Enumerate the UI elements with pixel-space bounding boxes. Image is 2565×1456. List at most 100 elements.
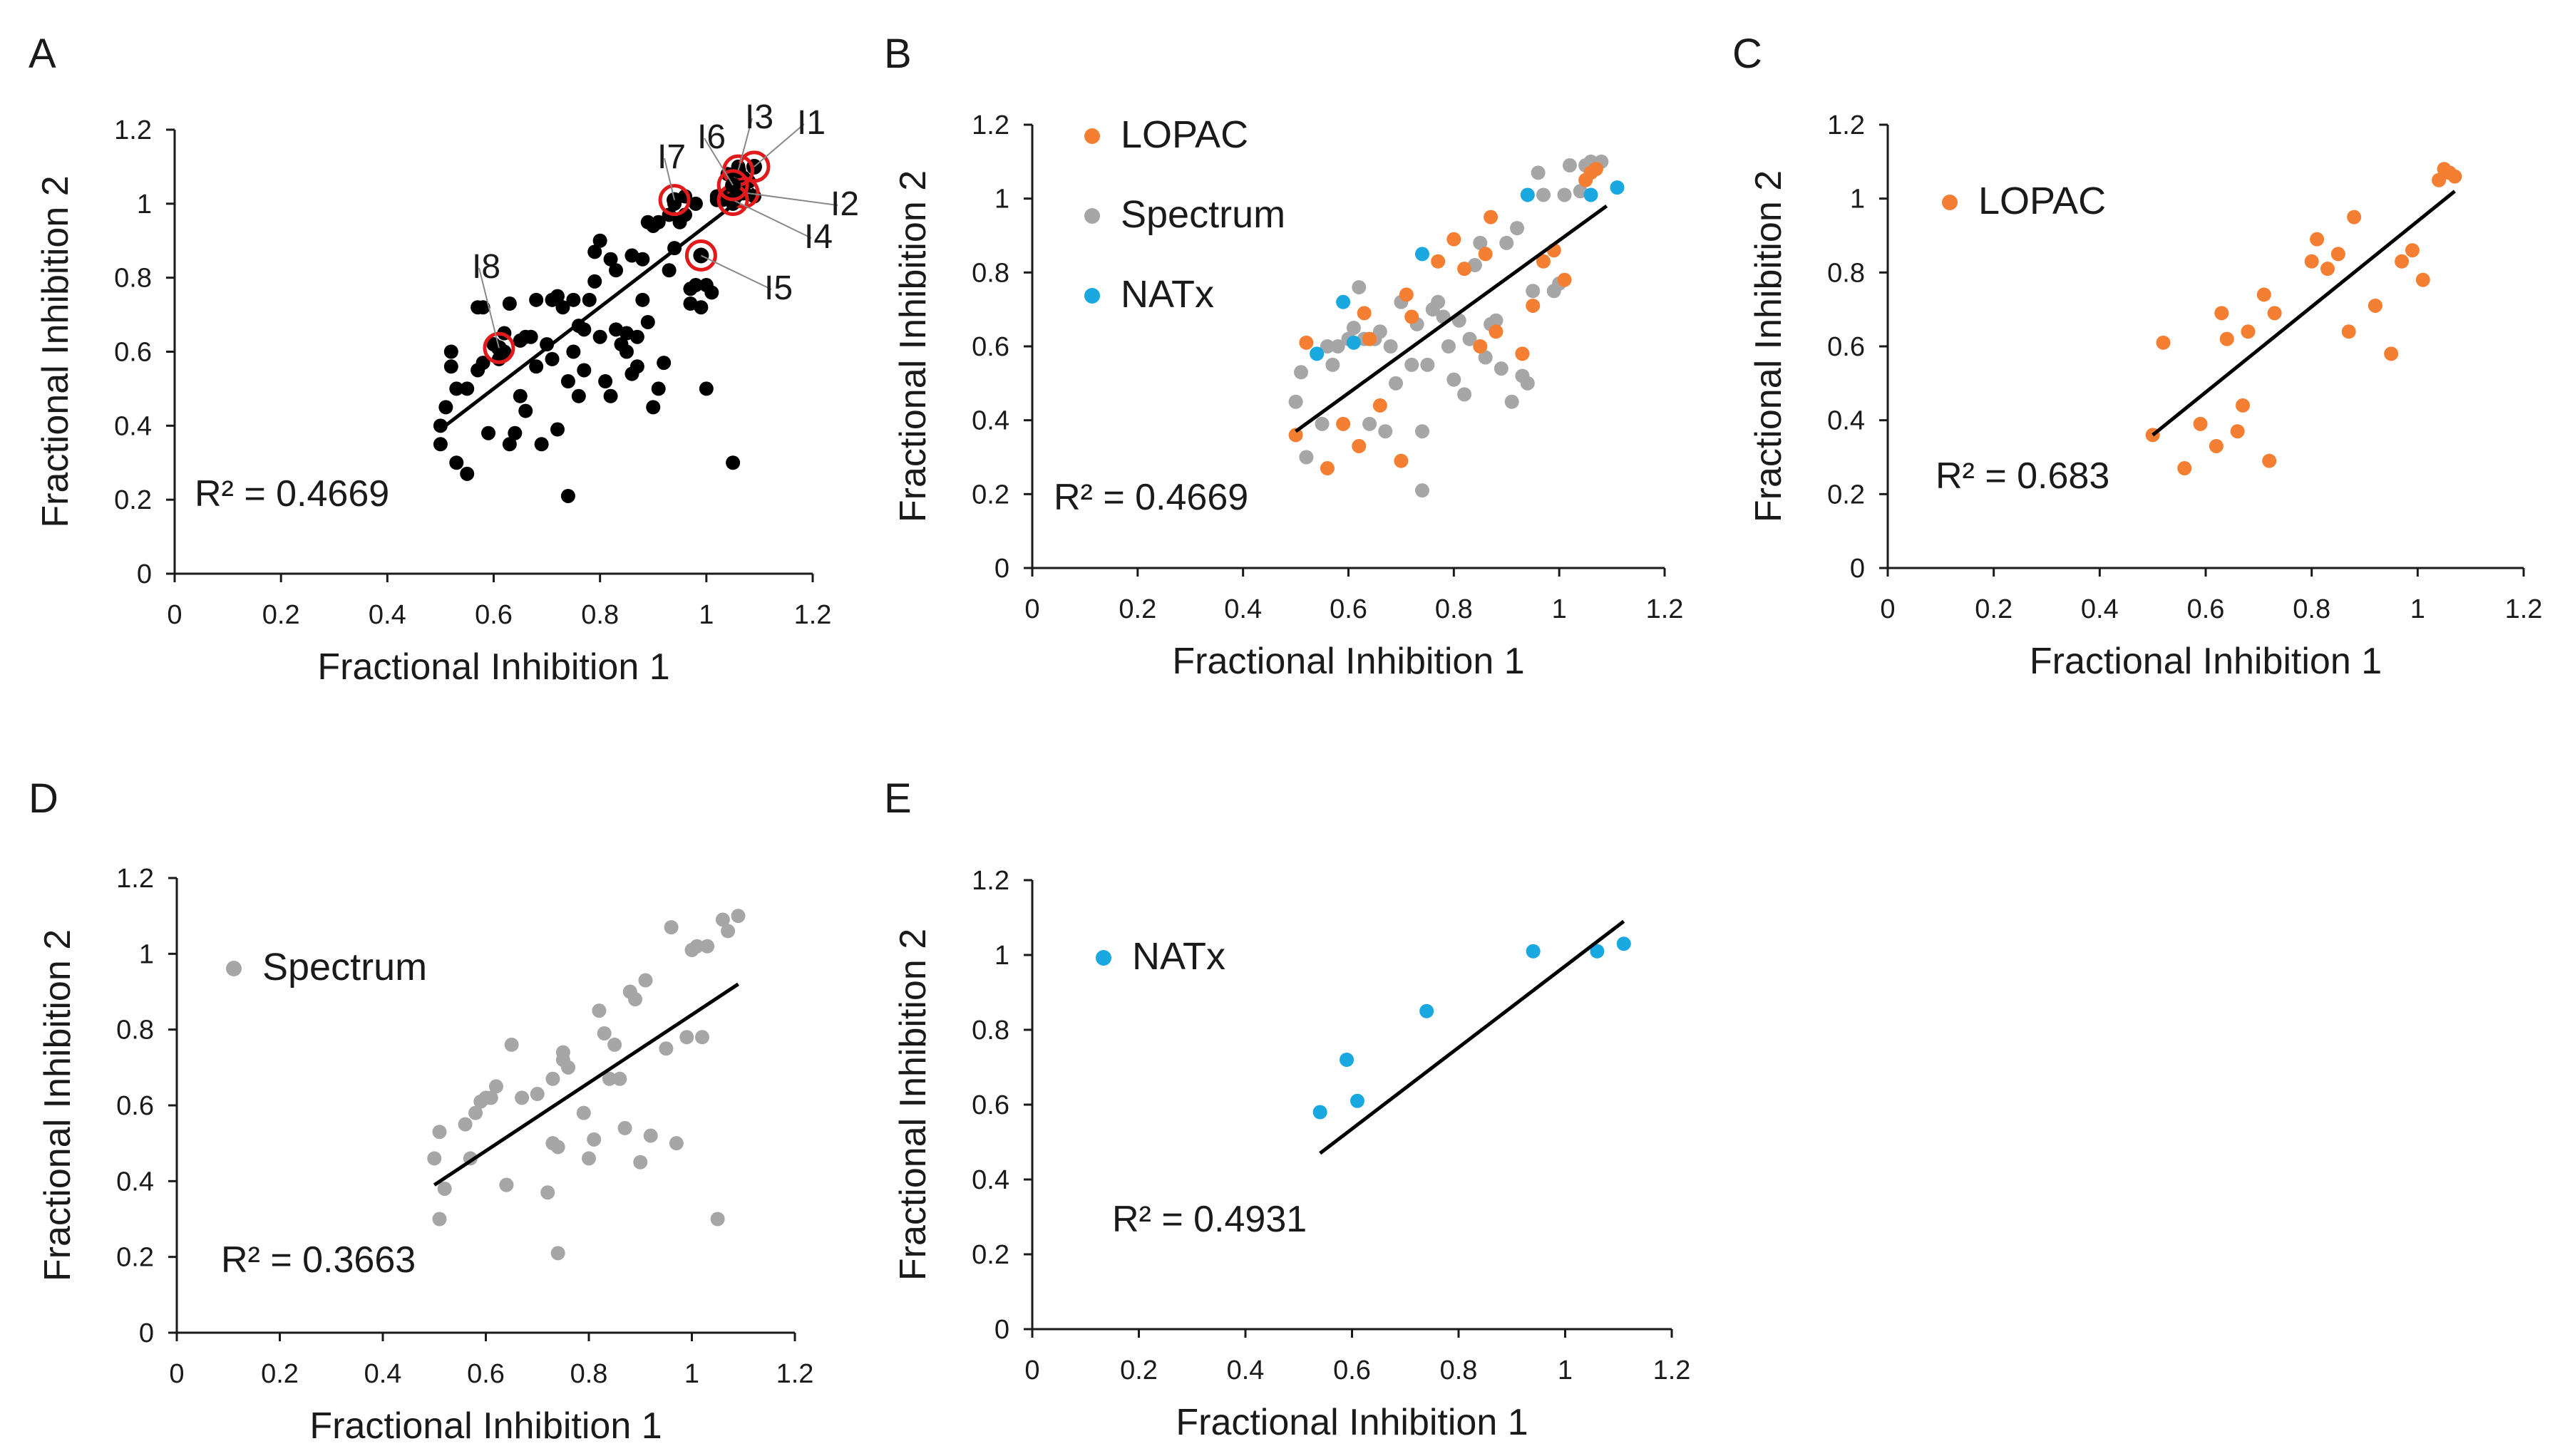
r-squared-label: R² = 0.683 — [1936, 455, 2109, 497]
data-point — [635, 292, 650, 307]
data-point — [2177, 461, 2192, 476]
highlight-leader — [732, 199, 812, 239]
data-point — [700, 939, 715, 954]
data-point — [2347, 210, 2362, 224]
y-tick-label: 0 — [1850, 554, 1865, 584]
panel-B: B 0 0.2 0.4 0.6 0.8 1 1.2 0 0.2 0.4 0.6 0.8 1 1.2 Fract… — [884, 31, 1683, 682]
data-point — [545, 351, 560, 366]
data-point — [638, 973, 653, 988]
data-point — [2384, 346, 2399, 361]
data-point — [1320, 339, 1335, 353]
legend-label: LOPAC — [1121, 113, 1248, 156]
y-tick-label: 0.6 — [116, 1091, 154, 1121]
data-point — [1312, 1105, 1327, 1120]
data-point — [1499, 235, 1514, 250]
y-tick-label: 0.2 — [114, 485, 152, 515]
legend-label: Spectrum — [1121, 193, 1285, 236]
y-tick-label: 0.2 — [972, 480, 1009, 510]
y-tick-label: 0.6 — [114, 338, 152, 368]
highlight-ring — [658, 184, 691, 217]
x-tick-label: 0.6 — [1333, 1356, 1371, 1385]
y-tick-label: 1 — [137, 190, 152, 220]
data-point — [529, 292, 544, 307]
series-natx — [1312, 936, 1631, 1120]
x-tick-label: 0.6 — [467, 1359, 505, 1389]
data-point — [1504, 394, 1519, 409]
data-point — [1520, 187, 1535, 202]
data-point — [2341, 324, 2356, 339]
trend-line — [1319, 919, 1625, 1155]
data-point — [1346, 321, 1361, 336]
data-point — [576, 1105, 591, 1120]
data-point — [715, 912, 730, 927]
series-lopac — [1288, 162, 1603, 476]
data-point — [518, 329, 533, 344]
data-point — [629, 359, 644, 374]
y-tick-label: 0.8 — [972, 258, 1009, 288]
data-point — [587, 274, 602, 289]
data-point — [561, 1060, 576, 1075]
data-point — [646, 400, 661, 415]
highlight-label: I6 — [697, 118, 726, 156]
y-tick-label: 0.6 — [972, 1090, 1009, 1120]
y-tick-label: 1.2 — [972, 110, 1009, 140]
data-point — [694, 1030, 709, 1045]
x-tick-label: 0 — [1024, 1356, 1039, 1385]
data-point — [699, 278, 714, 293]
data-point — [1340, 1053, 1355, 1067]
data-point — [1520, 376, 1535, 391]
y-tick-label: 0.4 — [972, 1165, 1009, 1195]
data-point — [1431, 254, 1446, 269]
data-point — [1557, 187, 1572, 202]
x-axis-label: Fractional Inhibition 1 — [309, 1405, 662, 1447]
y-axis-label: Fractional Inhibition 2 — [893, 929, 934, 1281]
highlight-leader — [700, 254, 772, 290]
x-tick-label: 0.4 — [2081, 594, 2119, 624]
data-point — [555, 300, 570, 315]
data-point — [669, 1136, 684, 1151]
data-point — [1350, 1093, 1364, 1108]
highlight-leader — [737, 118, 753, 171]
data-point — [1431, 294, 1446, 309]
data-point — [592, 1003, 607, 1018]
data-point — [1441, 339, 1456, 353]
y-tick-label: 0.6 — [972, 332, 1009, 362]
data-point — [1446, 372, 1461, 387]
data-point — [1462, 331, 1477, 346]
data-point — [427, 1151, 442, 1166]
data-point — [488, 1079, 503, 1094]
data-point — [2405, 243, 2420, 258]
y-tick-label: 0 — [994, 1315, 1009, 1345]
data-point — [1320, 461, 1335, 476]
data-point — [659, 1041, 674, 1056]
data-point — [545, 292, 560, 307]
data-point — [432, 1212, 447, 1227]
data-point — [1536, 187, 1551, 202]
y-tick-label: 0.8 — [114, 264, 152, 294]
data-point — [624, 248, 639, 263]
highlight-ring — [684, 239, 717, 272]
y-tick-label: 1.2 — [116, 864, 154, 894]
legend-label: Spectrum — [262, 946, 427, 988]
data-point — [609, 263, 624, 278]
x-tick-label: 0.2 — [262, 600, 300, 630]
x-axis-label: Fractional Inhibition 1 — [1176, 1402, 1528, 1443]
highlight-label: I8 — [472, 248, 500, 286]
data-point — [560, 488, 575, 503]
data-point — [1473, 339, 1488, 353]
data-point — [694, 300, 709, 315]
data-point — [1414, 247, 1429, 262]
data-point — [460, 466, 475, 481]
panel-A: A 0 0.2 0.4 0.6 0.8 1 1.2 0 0.2 0.4 0.6 0.8 1 1.2 Fract… — [29, 31, 859, 688]
data-point — [1352, 438, 1367, 453]
data-point — [1336, 294, 1351, 309]
data-point — [566, 292, 581, 307]
data-point — [689, 939, 704, 954]
data-point — [1315, 416, 1330, 431]
data-point — [619, 344, 634, 359]
data-point — [2310, 232, 2325, 247]
y-tick-label: 0.8 — [972, 1016, 1009, 1045]
y-tick-label: 0.4 — [114, 411, 152, 441]
data-point — [582, 292, 597, 307]
x-tick-label: 0.2 — [261, 1359, 299, 1389]
